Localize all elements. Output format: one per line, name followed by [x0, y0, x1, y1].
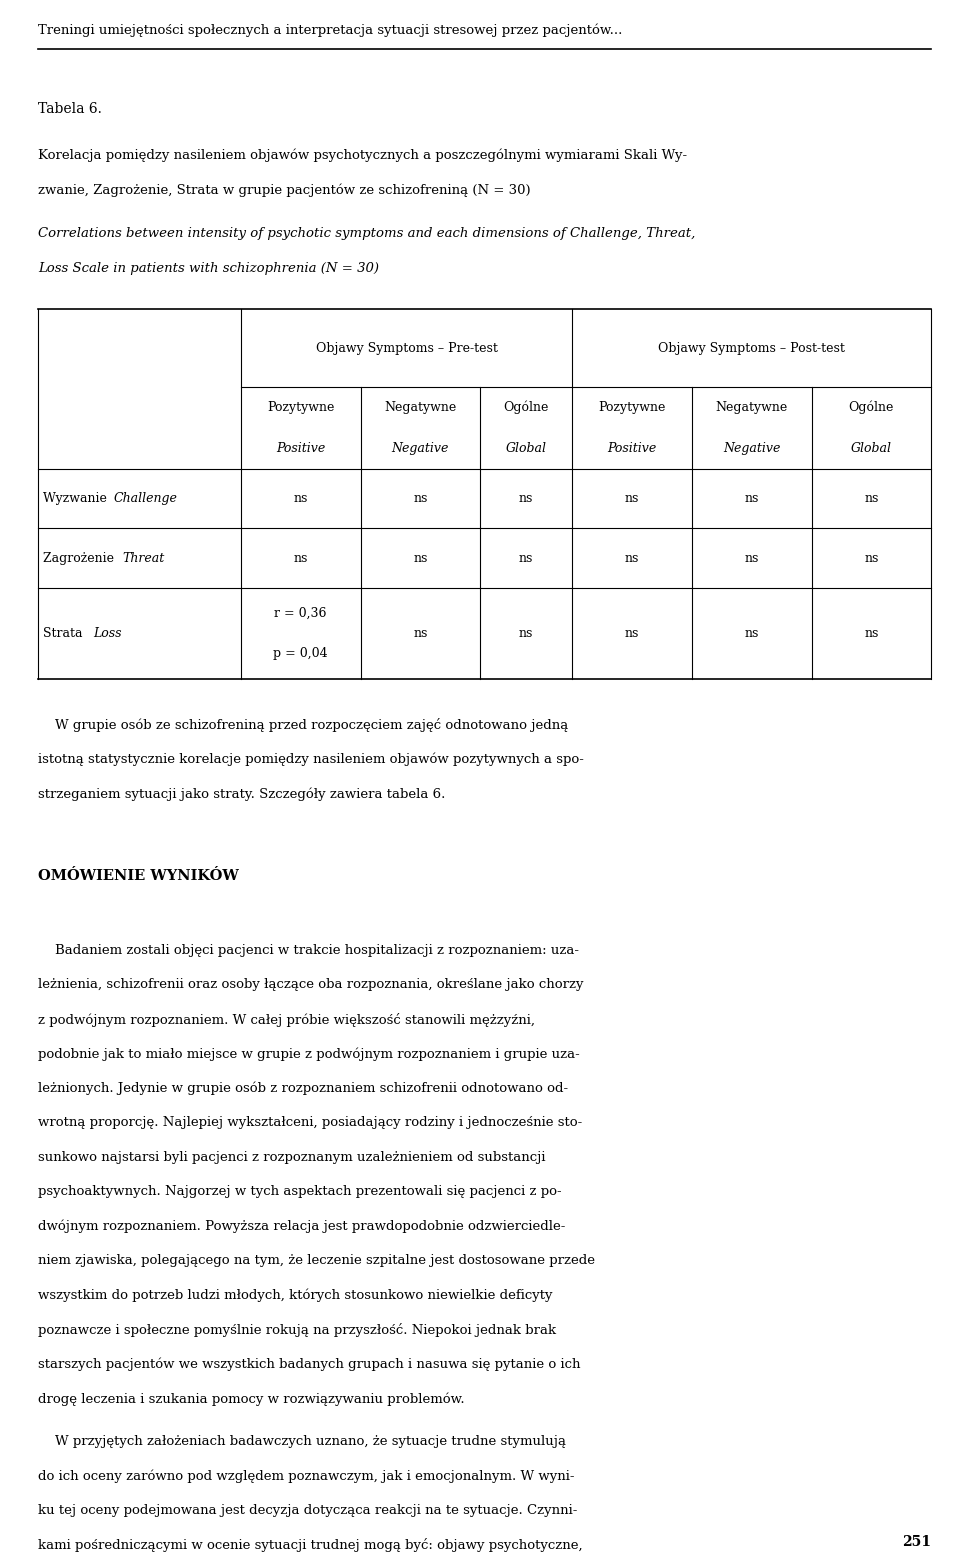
Text: dwójnym rozpoznaniem. Powyższa relacja jest prawdopodobnie odzwierciedle-: dwójnym rozpoznaniem. Powyższa relacja j… [38, 1220, 565, 1234]
Text: kami pośredniczącymi w ocenie sytuacji trudnej mogą być: objawy psychotyczne,: kami pośredniczącymi w ocenie sytuacji t… [38, 1538, 583, 1552]
Text: Global: Global [506, 442, 546, 455]
Text: Tabela 6.: Tabela 6. [38, 102, 103, 116]
Text: Ogólne: Ogólne [849, 401, 894, 414]
Text: Negatywne: Negatywne [715, 401, 788, 414]
Text: ns: ns [294, 492, 308, 505]
Text: wrotną proporcję. Najlepiej wykształceni, posiadający rodziny i jednocześnie sto: wrotną proporcję. Najlepiej wykształceni… [38, 1116, 583, 1129]
Text: ns: ns [864, 552, 878, 564]
Text: Badaniem zostali objęci pacjenci w trakcie hospitalizacji z rozpoznaniem: uza-: Badaniem zostali objęci pacjenci w trakc… [38, 944, 580, 956]
Text: p = 0,04: p = 0,04 [274, 648, 328, 660]
Text: ns: ns [294, 552, 308, 564]
Text: sunkowo najstarsi byli pacjenci z rozpoznanym uzależnieniem od substancji: sunkowo najstarsi byli pacjenci z rozpoz… [38, 1151, 546, 1163]
Text: Wyzwanie: Wyzwanie [43, 492, 111, 505]
Text: W przyjętych założeniach badawczych uznano, że sytuacje trudne stymulują: W przyjętych założeniach badawczych uzna… [38, 1435, 566, 1447]
Text: ns: ns [413, 627, 427, 640]
Text: Loss Scale in patients with schizophrenia (N = 30): Loss Scale in patients with schizophreni… [38, 262, 379, 274]
Text: Loss: Loss [93, 627, 122, 640]
Text: Objawy Symptoms – Post-test: Objawy Symptoms – Post-test [659, 342, 845, 354]
Text: r = 0,36: r = 0,36 [275, 607, 327, 619]
Text: ns: ns [519, 627, 534, 640]
Text: Correlations between intensity of psychotic symptoms and each dimensions of Chal: Correlations between intensity of psycho… [38, 227, 696, 240]
Text: ns: ns [625, 492, 639, 505]
Text: Strata: Strata [43, 627, 86, 640]
Text: ns: ns [519, 552, 534, 564]
Text: Treningi umiejętności społecznych a interpretacja sytuacji stresowej przez pacje: Treningi umiejętności społecznych a inte… [38, 24, 623, 38]
Text: ns: ns [745, 552, 759, 564]
Text: ns: ns [413, 492, 427, 505]
Text: Threat: Threat [122, 552, 164, 564]
Text: Korelacja pomiędzy nasileniem objawów psychotycznych a poszczególnymi wymiarami : Korelacja pomiędzy nasileniem objawów ps… [38, 149, 687, 163]
Text: strzeganiem sytuacji jako straty. Szczegóły zawiera tabela 6.: strzeganiem sytuacji jako straty. Szczeg… [38, 787, 445, 801]
Text: Positive: Positive [608, 442, 657, 455]
Text: ns: ns [519, 492, 534, 505]
Text: Zagrożenie: Zagrożenie [43, 552, 118, 564]
Text: leżnienia, schizofrenii oraz osoby łączące oba rozpoznania, określane jako chorz: leżnienia, schizofrenii oraz osoby łączą… [38, 978, 584, 991]
Text: Objawy Symptoms – Pre-test: Objawy Symptoms – Pre-test [316, 342, 497, 354]
Text: zwanie, Zagrożenie, Strata w grupie pacjentów ze schizofreniną (N = 30): zwanie, Zagrożenie, Strata w grupie pacj… [38, 183, 531, 198]
Text: Positive: Positive [276, 442, 325, 455]
Text: ns: ns [413, 552, 427, 564]
Text: Pozytywne: Pozytywne [267, 401, 334, 414]
Text: Negative: Negative [723, 442, 780, 455]
Text: podobnie jak to miało miejsce w grupie z podwójnym rozpoznaniem i grupie uza-: podobnie jak to miało miejsce w grupie z… [38, 1047, 580, 1062]
Text: wszystkim do potrzeb ludzi młodych, których stosunkowo niewielkie deficyty: wszystkim do potrzeb ludzi młodych, któr… [38, 1289, 553, 1303]
Text: Negatywne: Negatywne [384, 401, 457, 414]
Text: poznawcze i społeczne pomyślnie rokują na przyszłość. Niepokoi jednak brak: poznawcze i społeczne pomyślnie rokują n… [38, 1323, 557, 1338]
Text: ku tej oceny podejmowana jest decyzja dotycząca reakcji na te sytuacje. Czynni-: ku tej oceny podejmowana jest decyzja do… [38, 1504, 578, 1516]
Text: do ich oceny zarówno pod względem poznawczym, jak i emocjonalnym. W wyni-: do ich oceny zarówno pod względem poznaw… [38, 1469, 575, 1483]
Text: ns: ns [745, 492, 759, 505]
Text: istotną statystycznie korelacje pomiędzy nasileniem objawów pozytywnych a spo-: istotną statystycznie korelacje pomiędzy… [38, 753, 585, 767]
Text: ns: ns [745, 627, 759, 640]
Text: psychoaktywnych. Najgorzej w tych aspektach prezentowali się pacjenci z po-: psychoaktywnych. Najgorzej w tych aspekt… [38, 1185, 562, 1198]
Text: starszych pacjentów we wszystkich badanych grupach i nasuwa się pytanie o ich: starszych pacjentów we wszystkich badany… [38, 1358, 581, 1372]
Text: z podwójnym rozpoznaniem. W całej próbie większość stanowili mężzyźni,: z podwójnym rozpoznaniem. W całej próbie… [38, 1013, 536, 1027]
Text: OMÓWIENIE WYNIKÓW: OMÓWIENIE WYNIKÓW [38, 869, 239, 883]
Text: ns: ns [625, 627, 639, 640]
Text: Global: Global [851, 442, 892, 455]
Text: Pozytywne: Pozytywne [598, 401, 665, 414]
Text: W grupie osób ze schizofreniną przed rozpoczęciem zajęć odnotowano jedną: W grupie osób ze schizofreniną przed roz… [38, 718, 568, 732]
Text: leżnionych. Jedynie w grupie osób z rozpoznaniem schizofrenii odnotowano od-: leżnionych. Jedynie w grupie osób z rozp… [38, 1082, 568, 1096]
Text: Negative: Negative [392, 442, 449, 455]
Text: ns: ns [864, 492, 878, 505]
Text: niem zjawiska, polegającego na tym, że leczenie szpitalne jest dostosowane przed: niem zjawiska, polegającego na tym, że l… [38, 1254, 595, 1267]
Text: Ogólne: Ogólne [504, 401, 549, 414]
Text: drogę leczenia i szukania pomocy w rozwiązywaniu problemów.: drogę leczenia i szukania pomocy w rozwi… [38, 1392, 465, 1406]
Text: 251: 251 [902, 1535, 931, 1549]
Text: Challenge: Challenge [113, 492, 178, 505]
Text: ns: ns [625, 552, 639, 564]
Text: ns: ns [864, 627, 878, 640]
